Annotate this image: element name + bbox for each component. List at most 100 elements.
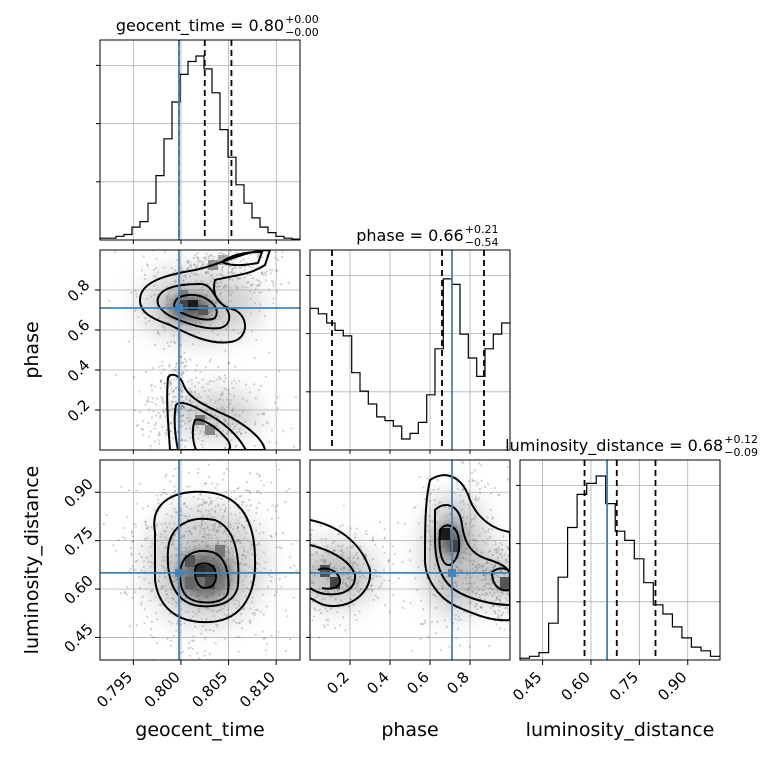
sample-point: [169, 382, 172, 385]
sample-point: [154, 403, 157, 406]
sample-point: [507, 478, 510, 481]
sample-point: [443, 619, 446, 622]
sample-point: [204, 501, 207, 504]
title-text: phase = 0.66: [356, 226, 463, 245]
sample-point: [214, 486, 217, 489]
sample-point: [166, 341, 169, 344]
sample-point: [517, 573, 519, 575]
sample-point: [147, 422, 150, 425]
sample-point: [140, 601, 143, 604]
title-lower-error: −0.54: [465, 236, 499, 249]
sample-point: [173, 485, 176, 488]
sample-point: [513, 584, 515, 586]
sample-point: [149, 599, 152, 602]
sample-point: [433, 498, 436, 502]
sample-point: [147, 435, 150, 438]
sample-point: [249, 265, 253, 269]
sample-point: [374, 543, 377, 546]
sample-point: [428, 514, 431, 517]
title-upper-error: +0.00: [285, 13, 319, 26]
truth-marker: [175, 568, 184, 577]
sample-point: [168, 364, 171, 367]
sample-point: [188, 387, 191, 390]
sample-point: [181, 438, 184, 441]
sample-point: [117, 539, 120, 542]
sample-point: [209, 358, 212, 361]
sample-point: [149, 445, 152, 448]
sample-point: [480, 606, 483, 609]
sample-point: [155, 525, 158, 528]
sample-point: [150, 389, 153, 392]
sample-point: [422, 486, 425, 489]
sample-point: [170, 387, 173, 390]
sample-point: [189, 265, 192, 268]
sample-point: [255, 608, 258, 612]
sample-point: [311, 619, 314, 622]
sample-point: [181, 390, 184, 394]
sample-point: [257, 389, 260, 392]
sample-point: [237, 650, 240, 653]
sample-point: [151, 367, 154, 370]
sample-point: [203, 654, 206, 657]
sample-point: [245, 504, 248, 508]
sample-point: [185, 369, 188, 372]
sample-point: [154, 267, 158, 270]
sample-point: [154, 343, 157, 347]
sample-point: [153, 508, 156, 511]
sample-point: [174, 369, 177, 372]
sample-point: [244, 489, 247, 492]
sample-point: [439, 649, 443, 652]
sample-point: [285, 490, 288, 493]
sample-point: [419, 599, 423, 603]
sample-point: [224, 490, 227, 493]
sample-point: [210, 254, 213, 257]
sample-point: [175, 362, 178, 365]
sample-point: [311, 529, 314, 532]
sample-point: [305, 564, 307, 566]
sample-point: [146, 615, 149, 618]
sample-point: [242, 258, 245, 261]
sample-point: [302, 549, 304, 551]
sample-point: [415, 589, 419, 592]
sample-point: [397, 577, 400, 580]
sample-point: [199, 492, 202, 495]
sample-point: [192, 639, 196, 642]
sample-point: [179, 495, 182, 498]
sample-point: [247, 280, 250, 283]
sample-point: [307, 607, 309, 609]
sample-point: [275, 441, 278, 444]
sample-point: [249, 491, 252, 495]
sample-point: [488, 644, 491, 648]
sample-point: [152, 274, 156, 277]
sample-point: [175, 629, 178, 632]
title-upper-error: +0.21: [465, 223, 499, 236]
sample-point: [282, 452, 284, 454]
sample-point: [401, 606, 404, 609]
sample-point: [284, 575, 287, 578]
sample-point: [512, 573, 514, 575]
sample-point: [191, 647, 195, 650]
sample-point: [431, 455, 433, 457]
sample-point: [272, 282, 275, 285]
sample-point: [164, 432, 167, 435]
sample-point: [511, 535, 513, 537]
sample-point: [176, 259, 179, 262]
sample-point: [174, 365, 177, 368]
sample-point: [238, 635, 241, 639]
sample-point: [155, 414, 158, 417]
sample-point: [268, 440, 271, 444]
sample-point: [156, 332, 159, 335]
sample-point: [314, 608, 317, 612]
sample-point: [349, 527, 352, 530]
sample-point: [153, 440, 157, 443]
sample-point: [237, 622, 240, 625]
sample-point: [333, 627, 336, 630]
sample-point: [392, 563, 395, 566]
sample-point: [268, 288, 271, 291]
sample-point: [204, 482, 207, 485]
sample-point: [105, 514, 108, 517]
sample-point: [223, 380, 226, 383]
sample-point: [162, 347, 165, 351]
sample-point: [183, 246, 185, 248]
sample-point: [221, 252, 224, 255]
